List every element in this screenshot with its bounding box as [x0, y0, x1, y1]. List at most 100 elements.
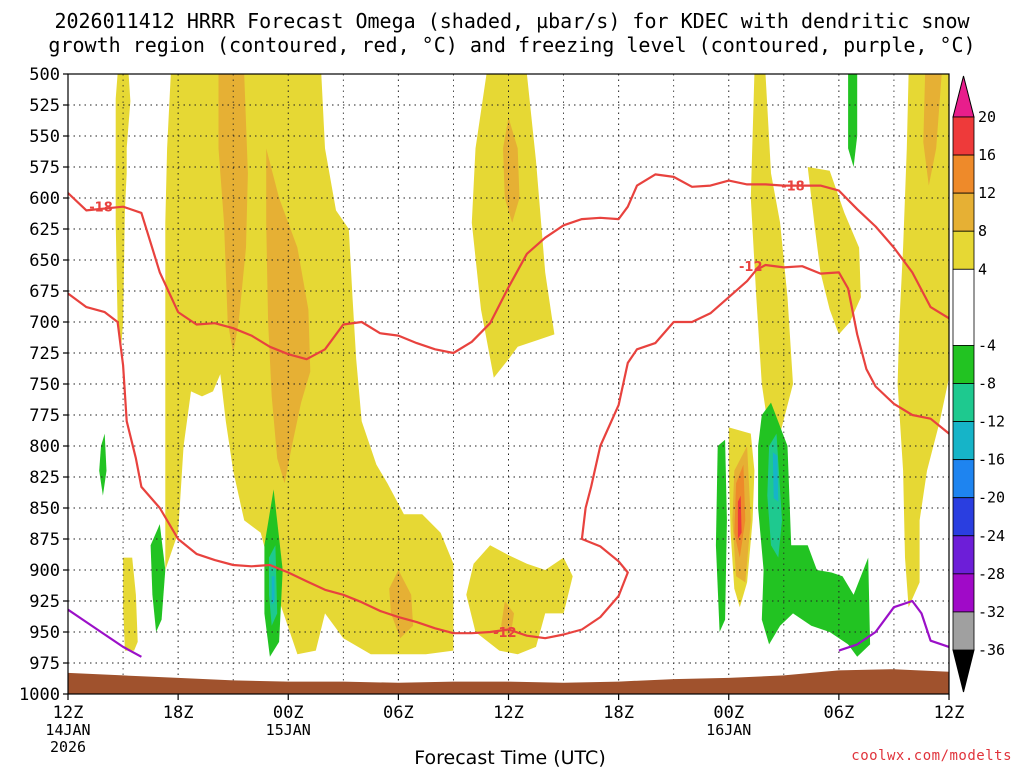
omega-plus-8-a — [218, 74, 248, 353]
y-tick-label-950: 950 — [29, 623, 60, 643]
omega-plus-8-c — [503, 117, 520, 223]
x-tick-label-18: 06Z — [383, 703, 414, 723]
colorbar-label--32: -32 — [978, 603, 1005, 621]
omega-minus-4-b — [150, 524, 166, 632]
omega-plus-4-right-1 — [750, 74, 793, 434]
contour-label-layer: -18 -18 -12 -12 — [89, 180, 805, 641]
y-tick-label-825: 825 — [29, 468, 60, 488]
colorbar-band--28--24 — [952, 535, 975, 575]
x-axis-label: Forecast Time (UTC) — [414, 747, 605, 768]
y-tick-label-675: 675 — [29, 282, 60, 302]
omega-plus-8-d — [389, 570, 414, 639]
x-tick-label-0: 12Z — [53, 703, 84, 723]
y-tick-label-975: 975 — [29, 654, 60, 674]
omega-minus-4-e — [758, 402, 871, 657]
grid-layer — [68, 74, 949, 694]
x-tick-label-48: 12Z — [934, 703, 965, 723]
y-tick-label-1000: 1000 — [19, 685, 60, 705]
colorbar-label-4: 4 — [978, 260, 987, 278]
y-tick-label-875: 875 — [29, 530, 60, 550]
x-tick-label-6: 18Z — [163, 703, 194, 723]
colorbar-label--8: -8 — [978, 375, 996, 393]
minus-12-isotherm-left — [68, 263, 949, 640]
colorbar-top-arrow — [952, 75, 975, 118]
omega-shading-layer — [99, 74, 949, 657]
omega-plus-4-column-2 — [123, 557, 138, 651]
colorbar-band-4-8 — [952, 230, 975, 270]
omega-minus-12-i — [271, 576, 275, 605]
freezing-level-left — [68, 608, 142, 658]
omega-plus-8-e — [501, 601, 514, 639]
colorbar-band--16--12 — [952, 421, 975, 461]
y-tick-label-500: 500 — [29, 65, 60, 85]
y-tick-label-925: 925 — [29, 592, 60, 612]
x-tick-label-36: 00Z — [713, 703, 744, 723]
omega-minus-4-a — [99, 433, 107, 496]
minus-18-isotherm — [68, 173, 949, 361]
colorbar-label-20: 20 — [978, 108, 996, 126]
colorbar-label--16: -16 — [978, 451, 1005, 469]
chart-title-line-2: growth region (contoured, red, °C) and f… — [48, 33, 975, 57]
x-tick-date-0: 14JAN — [45, 721, 90, 739]
colorbar-band-16-20 — [952, 116, 975, 156]
contour-layer — [68, 173, 949, 658]
colorbar-band--8--4 — [952, 345, 975, 384]
colorbar-band--24--20 — [952, 497, 975, 537]
y-tick-label-750: 750 — [29, 375, 60, 395]
y-tick-label-550: 550 — [29, 127, 60, 147]
omega-minus-12-j — [772, 452, 779, 502]
omega-plus-4-central — [471, 74, 555, 378]
omega-plus-4-right-2 — [807, 167, 861, 335]
colorbar-label--24: -24 — [978, 527, 1005, 545]
omega-minus-4-f — [848, 74, 858, 167]
colorbar-label-16: 16 — [978, 146, 996, 164]
colorbar-band--36--32 — [952, 611, 975, 651]
y-tick-label-575: 575 — [29, 158, 60, 178]
x-tick-label-24: 12Z — [493, 703, 524, 723]
x-tick-label-42: 06Z — [824, 703, 855, 723]
colorbar-band--4-4 — [952, 268, 975, 346]
omega-minus-4-d — [715, 439, 727, 632]
y-tick-label-650: 650 — [29, 251, 60, 271]
y-tick-label-625: 625 — [29, 220, 60, 240]
x-tick-date-36: 16JAN — [706, 721, 751, 739]
omega-plus-4-right-edge — [897, 74, 949, 608]
x-tick-label-30: 18Z — [603, 703, 634, 723]
omega-plus-16-i — [737, 495, 742, 539]
contour-label-2: -12 — [739, 260, 763, 275]
colorbar-label--20: -20 — [978, 489, 1005, 507]
y-tick-label-775: 775 — [29, 406, 60, 426]
colorbar-label--12: -12 — [978, 413, 1005, 431]
omega-plus-4-low-central — [466, 545, 573, 655]
colorbar-band--32--28 — [952, 573, 975, 613]
omega-plus-4-column-1 — [115, 74, 131, 347]
y-tick-label-600: 600 — [29, 189, 60, 209]
colorbar-label-8: 8 — [978, 222, 987, 240]
terrain-surface — [68, 669, 949, 694]
colorbar-label--28: -28 — [978, 565, 1005, 583]
colorbar-band-8-12 — [952, 192, 975, 232]
contour-label-0: -18 — [89, 201, 113, 216]
contour-label-3: -12 — [493, 626, 517, 641]
colorbar-bottom-arrow — [952, 649, 975, 693]
y-tick-label-800: 800 — [29, 437, 60, 457]
colorbar: 20 16 12 8 4 -4 -8 -12 -16 -20 -24 -28 -32 -36 — [952, 75, 1005, 693]
colorbar-band--12--8 — [952, 383, 975, 422]
y-tick-label-900: 900 — [29, 561, 60, 581]
y-tick-label-850: 850 — [29, 499, 60, 519]
contour-label-1: -18 — [781, 180, 805, 195]
x-tick-date-12: 15JAN — [266, 721, 311, 739]
x-tick-label-12: 00Z — [273, 703, 304, 723]
colorbar-label-12: 12 — [978, 184, 996, 202]
colorbar-label--36: -36 — [978, 641, 1005, 659]
omega-plus-8-b — [266, 148, 311, 484]
y-tick-label-700: 700 — [29, 313, 60, 333]
omega-plus-8-f — [923, 74, 942, 186]
credit-text[interactable]: coolwx.com/modelts — [851, 748, 1012, 764]
colorbar-band-12-16 — [952, 154, 975, 194]
y-tick-label-525: 525 — [29, 96, 60, 116]
colorbar-label--4: -4 — [978, 336, 996, 354]
terrain-layer — [68, 669, 949, 694]
